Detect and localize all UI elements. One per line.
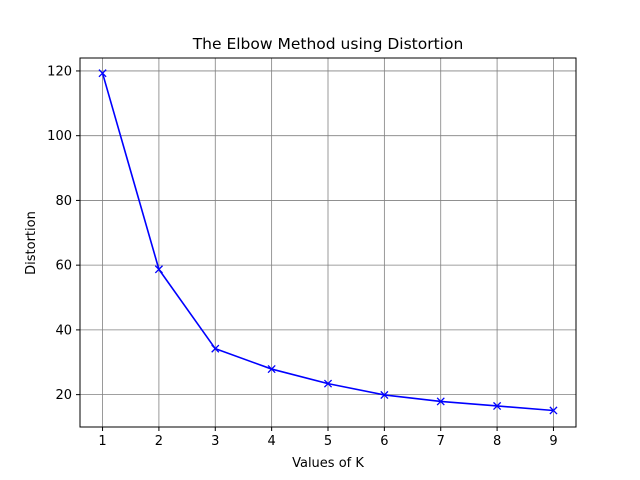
data-point-marker [549, 406, 558, 415]
y-tick-label: 40 [55, 323, 72, 338]
x-tick-label: 4 [267, 434, 275, 449]
x-tick-label: 6 [380, 434, 388, 449]
x-tick-label: 9 [549, 434, 557, 449]
x-tick-label: 7 [437, 434, 445, 449]
plot-frame [79, 57, 577, 428]
y-tick-label: 100 [47, 129, 72, 144]
data-point-marker [323, 379, 333, 388]
chart-title: The Elbow Method using Distortion [192, 35, 464, 53]
grid [80, 58, 576, 427]
axis-ticks: 1 2 3 4 5 6 7 8 9 20 40 60 80 100 120 [47, 64, 557, 449]
x-tick-label: 1 [98, 434, 106, 449]
y-tick-label: 120 [47, 64, 72, 79]
data-point-marker [211, 344, 220, 353]
x-tick-label: 8 [493, 434, 501, 449]
y-tick-label: 60 [55, 259, 72, 274]
data-point-marker [493, 401, 502, 411]
x-axis-label: Values of K [292, 456, 364, 471]
y-axis-label: Distortion [24, 211, 39, 275]
y-tick-label: 20 [55, 388, 72, 403]
data-point-marker [267, 365, 276, 374]
x-tick-label: 3 [211, 434, 219, 449]
x-tick-label: 2 [155, 434, 163, 449]
y-tick-label: 80 [55, 194, 72, 209]
data-point-marker [98, 69, 107, 78]
data-point-marker [154, 265, 163, 274]
data-point-marker [380, 390, 389, 400]
series-distortion [98, 69, 558, 415]
data-point-marker [436, 397, 445, 406]
x-tick-label: 5 [324, 434, 332, 449]
